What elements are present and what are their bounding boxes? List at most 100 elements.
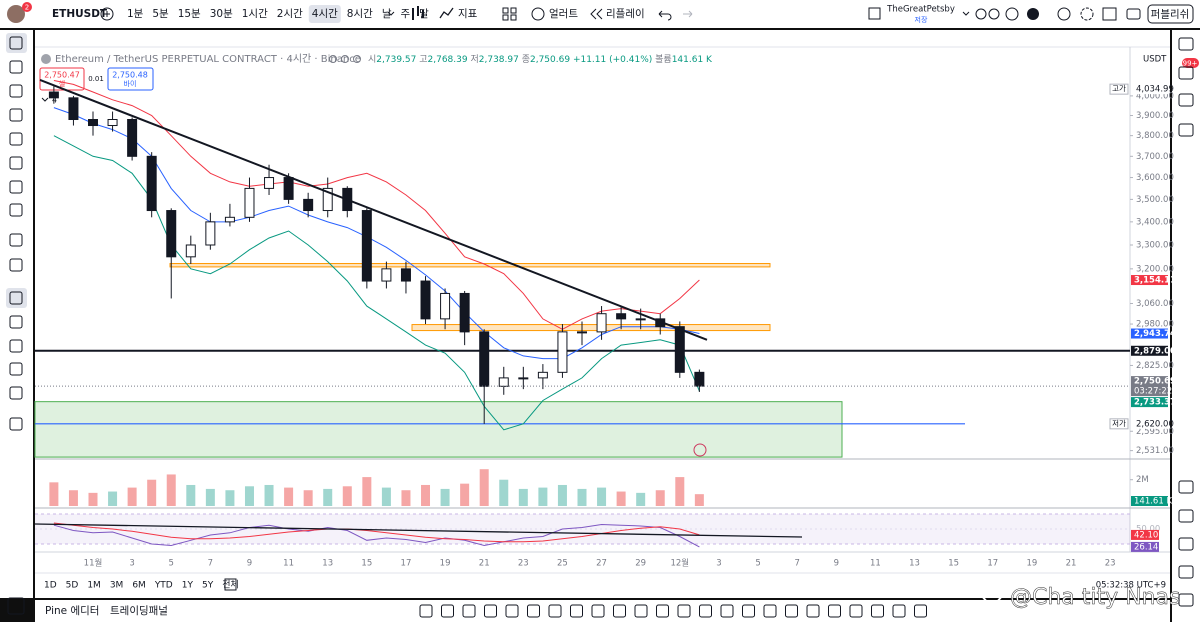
left-tool[interactable] (9, 315, 23, 329)
left-tool[interactable] (9, 291, 23, 305)
right-tool[interactable] (1178, 480, 1194, 494)
drawing-tool[interactable] (849, 604, 863, 618)
left-tool[interactable] (9, 417, 23, 431)
range-button[interactable]: 6M (132, 581, 146, 591)
interval[interactable]: 1시간 (242, 8, 268, 20)
drawing-tool[interactable] (720, 604, 734, 618)
interval[interactable]: 30분 (210, 8, 233, 20)
interval-dropdown[interactable] (387, 11, 395, 16)
right-tool[interactable] (1178, 537, 1194, 551)
left-tool[interactable] (7, 597, 25, 615)
interval[interactable]: 8시간 (347, 8, 373, 20)
left-tool[interactable] (9, 36, 23, 50)
drawing-tool[interactable] (505, 604, 519, 618)
goto-date[interactable] (224, 578, 237, 591)
alert-button[interactable]: 얼러트 (549, 8, 578, 20)
interval[interactable]: 15분 (178, 8, 201, 20)
interval[interactable]: 5분 (152, 8, 169, 20)
buy-box[interactable] (107, 67, 154, 91)
drawing-tool[interactable] (462, 604, 476, 618)
right-tool[interactable] (1178, 37, 1194, 51)
publish-button-bg[interactable] (1147, 4, 1194, 24)
interval[interactable]: 주 (400, 8, 410, 20)
interval[interactable]: 1분 (127, 8, 144, 20)
right-tool[interactable] (1178, 593, 1194, 607)
range-button[interactable]: 3M (110, 581, 124, 591)
event-icon[interactable] (693, 443, 707, 457)
right-tool[interactable] (1178, 123, 1194, 137)
left-tool[interactable] (9, 156, 23, 170)
legend-icon[interactable] (353, 55, 361, 63)
range-button[interactable]: 5D (66, 581, 79, 591)
drawing-tool[interactable] (785, 604, 798, 618)
layout-checkbox[interactable] (868, 7, 881, 20)
indicators-button[interactable]: 지표 (458, 8, 478, 20)
left-tool[interactable] (9, 362, 23, 376)
drawing-tool[interactable] (806, 604, 820, 618)
avatar[interactable] (7, 5, 25, 23)
drawing-tool[interactable] (570, 604, 583, 618)
settings-icon[interactable] (1080, 7, 1094, 21)
right-tool[interactable] (1178, 565, 1194, 579)
interval[interactable]: 날 (382, 8, 392, 20)
left-tool[interactable] (9, 386, 23, 400)
drawing-tool[interactable] (763, 604, 777, 618)
left-tool[interactable] (9, 258, 23, 272)
bottom-tab[interactable]: 트레이딩패널 (110, 605, 168, 617)
legend-icon[interactable] (329, 55, 337, 63)
drawing-tool[interactable] (441, 604, 454, 618)
left-tool[interactable] (9, 233, 23, 247)
interval[interactable]: 2시간 (277, 8, 303, 20)
range-button[interactable]: YTD (154, 581, 173, 591)
layout-icon[interactable] (502, 7, 509, 14)
range-button[interactable]: 5Y (202, 581, 214, 591)
undo[interactable] (658, 10, 672, 21)
interval[interactable]: 4시간 (312, 8, 338, 20)
drawing-tool[interactable] (742, 604, 755, 618)
search-icon[interactable] (1057, 7, 1071, 21)
drawing-tool[interactable] (828, 604, 841, 618)
symbol[interactable]: ETHUSDT (52, 8, 108, 20)
range-button[interactable]: 1D (44, 581, 57, 591)
left-tool[interactable] (9, 339, 23, 353)
currency[interactable]: USDT (1143, 55, 1167, 65)
range-button[interactable]: 1Y (182, 581, 194, 591)
drawing-tool[interactable] (548, 604, 562, 618)
drawing-tool[interactable] (656, 604, 669, 618)
right-tool[interactable] (1178, 93, 1194, 107)
drawing-tool[interactable] (527, 604, 540, 618)
drawing-tool[interactable] (871, 604, 884, 618)
right-tool[interactable] (1178, 66, 1194, 80)
drawing-tool[interactable] (591, 604, 605, 618)
drawing-tool[interactable] (699, 604, 712, 618)
top-icon[interactable] (1005, 7, 1019, 21)
range-button[interactable]: 1M (87, 581, 101, 591)
legend-icon[interactable] (341, 55, 349, 63)
drawing-tool[interactable] (914, 604, 927, 618)
drawing-tool[interactable] (484, 604, 497, 618)
drawing-tool[interactable] (677, 604, 691, 618)
collapse-icon[interactable] (41, 97, 49, 102)
publish-button[interactable]: 퍼블리쉬 (1151, 9, 1190, 21)
layout-dropdown[interactable] (962, 11, 970, 16)
fullscreen-icon[interactable] (1102, 7, 1117, 21)
left-tool[interactable] (9, 180, 23, 194)
redo[interactable] (683, 10, 693, 18)
left-tool[interactable] (9, 108, 23, 122)
left-tool[interactable] (9, 60, 23, 74)
drawing-tool[interactable] (419, 604, 433, 618)
replay-button[interactable]: 리플레이 (606, 8, 645, 20)
right-tool[interactable] (1178, 509, 1194, 523)
drawing-tool[interactable] (892, 604, 906, 618)
add-symbol[interactable] (100, 7, 114, 21)
chart-type-icon[interactable] (412, 6, 424, 20)
left-tool[interactable] (9, 84, 23, 98)
drawing-tool[interactable] (634, 604, 648, 618)
snapshot-icon[interactable] (1126, 8, 1141, 20)
left-tool[interactable] (9, 203, 23, 217)
user-name[interactable]: TheGreatPetsby (886, 5, 955, 15)
top-icon[interactable] (988, 8, 1000, 20)
interval[interactable]: 달 (419, 8, 429, 20)
range-button[interactable]: 전체 (222, 580, 239, 591)
top-icon[interactable] (1027, 8, 1039, 20)
